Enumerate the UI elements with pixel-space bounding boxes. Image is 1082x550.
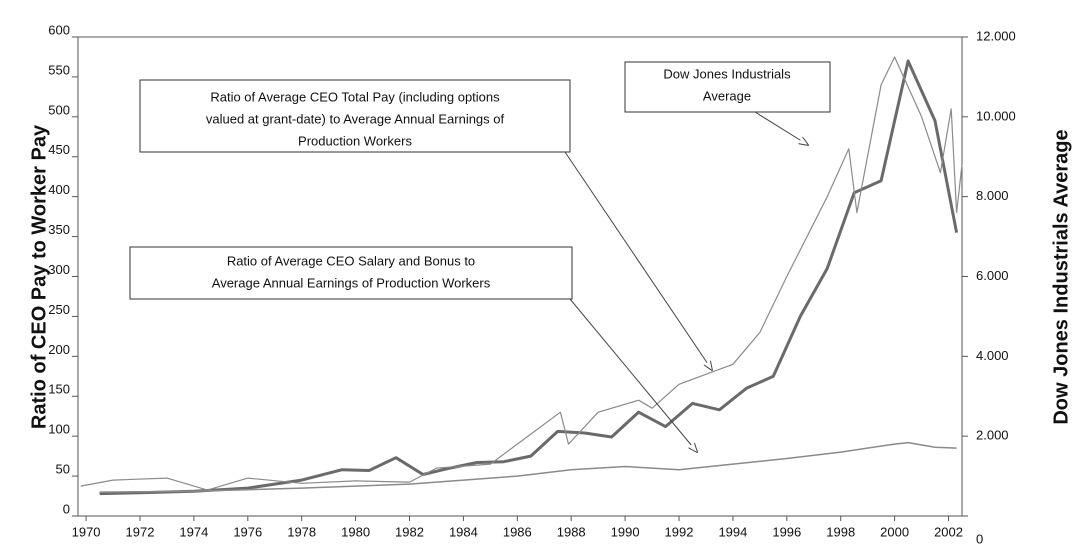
x-tick-label: 2002 (934, 524, 963, 539)
y-tick-label: 450 (48, 142, 70, 157)
annotation-text: Dow Jones Industrials (663, 66, 791, 81)
annotation-arrow (564, 151, 712, 370)
annotation-box (139, 79, 712, 370)
annotation-box (129, 246, 697, 452)
y-tick-label: 200 (48, 342, 70, 357)
y2-tick-label: 8.000 (976, 188, 1009, 203)
annotation-text: Production Workers (298, 133, 412, 148)
annotation-frame (624, 61, 831, 113)
annotation-frame (129, 246, 573, 300)
x-tick-label: 1990 (611, 524, 640, 539)
annotation-text: Average (703, 88, 751, 103)
annotation-text: Ratio of Average CEO Salary and Bonus to (227, 253, 475, 268)
y2-tick-label: 6.000 (976, 268, 1009, 283)
y2-tick-label: 0 (976, 531, 983, 546)
x-tick-label: 1978 (287, 524, 316, 539)
y-tick-label: 600 (48, 22, 70, 37)
annotation-arrow (754, 111, 808, 145)
y-tick-label: 150 (48, 382, 70, 397)
x-tick-label: 1996 (772, 524, 801, 539)
x-tick-label: 1976 (233, 524, 262, 539)
y-axis-title: Ratio of CEO Pay to Worker Pay (28, 124, 50, 429)
annotation-arrow (569, 298, 697, 452)
y2-tick-label: 12.000 (976, 28, 1016, 43)
x-tick-label: 1998 (826, 524, 855, 539)
series-line (99, 441, 957, 493)
y-tick-label: 400 (48, 182, 70, 197)
y-tick-label: 350 (48, 222, 70, 237)
y-tick-label: 550 (48, 62, 70, 77)
x-tick-label: 1980 (341, 524, 370, 539)
y2-tick-label: 4.000 (976, 348, 1009, 363)
series-line (80, 56, 963, 491)
annotation-frame (139, 79, 571, 153)
y2-axis-title: Dow Jones Industrials Average (1050, 129, 1072, 424)
x-tick-label: 1974 (179, 524, 208, 539)
annotation-text: Ratio of Average CEO Total Pay (includin… (210, 89, 500, 104)
x-tick-label: 2000 (880, 524, 909, 539)
x-tick-label: 1982 (395, 524, 424, 539)
x-tick-label: 1970 (72, 524, 101, 539)
x-tick-label: 1988 (557, 524, 586, 539)
series-line (99, 59, 959, 496)
y-tick-label: 500 (48, 102, 70, 117)
x-tick-label: 1986 (503, 524, 532, 539)
y-tick-label: 50 (56, 462, 70, 477)
annotation-text: Average Annual Earnings of Production Wo… (212, 275, 491, 290)
y2-tick-label: 10.000 (976, 108, 1016, 123)
annotation-text: valued at grant-date) to Average Annual … (206, 111, 505, 126)
y-tick-label: 300 (48, 262, 70, 277)
x-tick-label: 1992 (665, 524, 694, 539)
x-tick-label: 1972 (126, 524, 155, 539)
annotation-box (624, 61, 831, 145)
y-tick-label: 250 (48, 302, 70, 317)
x-tick-label: 1994 (718, 524, 747, 539)
x-tick-label: 1984 (449, 524, 478, 539)
y-tick-label: 100 (48, 422, 70, 437)
y-tick-label: 0 (63, 501, 70, 516)
y2-tick-label: 2.000 (976, 428, 1009, 443)
